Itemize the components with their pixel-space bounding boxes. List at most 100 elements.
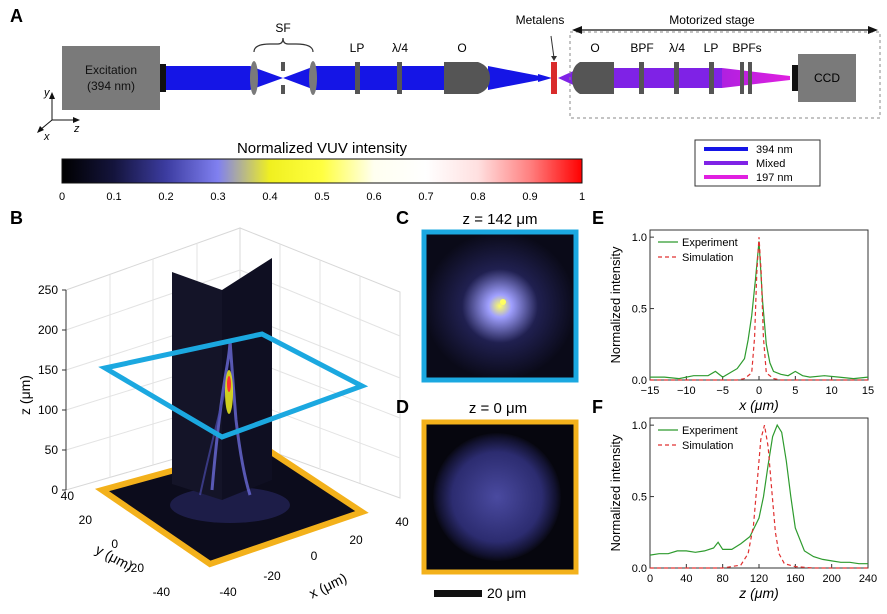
metalens-pointer [550,35,555,59]
z-tick-label: 200 [38,323,58,337]
y-tick-label: -20 [127,561,145,575]
series-line-experiment [650,241,869,380]
metalens-label: Metalens [516,13,565,27]
y-tick-label: 0.0 [632,375,647,387]
beam-394-converge [488,66,550,90]
sf-pinhole-top [281,62,285,71]
sf-lens-1 [250,61,258,95]
z-tick-label: 100 [38,403,58,417]
excitation-wavelength: (394 nm) [87,79,135,93]
colorbar-tick-label: 0.1 [106,191,121,203]
beam-197 [722,68,790,88]
z-axis-ticks: 0 50 100 150 200 250 [38,283,66,497]
panel-c-focal-spot [500,299,506,305]
z-tick-label: 150 [38,363,58,377]
lp-plate [355,62,360,94]
colorbar-tick-label: 0.3 [210,191,225,203]
x-tick-label: 0 [647,573,653,585]
colorbar-tick-label: 0.8 [470,191,485,203]
x-tick-label: 80 [717,573,729,585]
sf-lens-2 [309,61,317,95]
panel-letter-c: C [396,208,409,228]
axis-x-label: x [43,131,50,143]
x-tick-label: 15 [862,385,874,397]
objective-2 [572,62,614,94]
colorbar-ticks: 0 0.1 0.2 0.3 0.4 0.5 0.6 0.7 0.8 0.9 1 [59,191,585,203]
x-tick-label: 10 [826,385,838,397]
qwp-label: λ/4 [392,41,408,55]
y-tick-label: 1.0 [632,420,647,432]
x-axis-ticks: -40 -20 0 20 40 [219,515,409,599]
y-tick-label: 20 [79,513,93,527]
series-line-experiment [649,423,868,565]
lp-label: LP [350,41,365,55]
x-tick-label: 40 [680,573,692,585]
lp2-label: LP [704,41,719,55]
legend-label-394: 394 nm [756,144,793,156]
y-tick-label: -40 [153,585,171,599]
colorbar-tick-label: 0.9 [522,191,537,203]
legend-label-197: 197 nm [756,172,793,184]
colorbar-tick-label: 0.6 [366,191,381,203]
x-tick-label: 240 [859,573,877,585]
y-tick-label: 40 [61,489,75,503]
colorbar-tick-label: 0.7 [418,191,433,203]
scalebar-label: 20 μm [487,585,526,601]
chart-e: −15 −10 −5 0 5 10 15 0.0 0.5 1.0 x (μm) Normalized … [608,229,874,413]
x-tick-label: 0 [756,385,762,397]
colorbar-tick-label: 0.5 [314,191,329,203]
panel-c-image [421,229,579,383]
z-tick-label: 0 [51,483,58,497]
metalens [551,62,557,94]
colorbar-tick-label: 1 [579,191,585,203]
z-tick-label: 50 [45,443,59,457]
legend-label-mixed: Mixed [756,158,785,170]
axis-y-label: y [43,87,51,99]
bpfs-label: BPFs [732,41,761,55]
beam-394-1 [166,66,250,90]
colorbar-title: Normalized VUV intensity [237,140,408,157]
qwp-plate [397,62,402,94]
slice-xz [172,272,222,500]
colorbar [61,158,583,184]
objective-1 [444,62,490,94]
panel-letter-e: E [592,208,604,228]
colorbar-tick-label: 0.4 [262,191,277,203]
y-axis-label: Normalized intensity [608,246,623,364]
excitation-label: Excitation [85,63,137,77]
x-axis-label: x (μm) [738,397,779,413]
y-tick-label: 0.5 [632,304,647,316]
x-tick-label: 160 [786,573,804,585]
motorized-stage-label: Motorized stage [669,13,755,27]
x-axis-label: x (μm) [306,570,349,602]
legend-label-simulation: Simulation [682,440,733,452]
x-tick-label: 200 [822,573,840,585]
panel-letter-f: F [592,397,603,417]
x-tick-label: −5 [716,385,729,397]
objective-2-label: O [590,41,599,55]
panel-letter-b: B [10,208,23,228]
panel-d-spot [433,433,561,561]
beam-mixed [612,68,722,88]
ccd [798,54,856,102]
x-tick-label: 120 [750,573,768,585]
axis-x-arrow [37,126,44,133]
x-tick-label: 20 [349,533,363,547]
panel-letter-d: D [396,397,409,417]
floor-intensity [170,487,290,523]
excitation-aperture [160,64,166,92]
x-tick-label: −15 [641,385,660,397]
x-tick-label: -20 [263,569,281,583]
y-tick-label: 0 [111,537,118,551]
beam-394-focus-out [283,66,315,90]
lp2-plate [709,62,714,94]
focus-red [227,376,231,392]
axis-z-arrow [73,117,80,123]
z-axis-label: z (μm) [17,375,33,415]
scalebar [434,590,482,597]
colorbar-tick-label: 0.2 [158,191,173,203]
legend-label-experiment: Experiment [682,425,738,437]
qwp2-label: λ/4 [669,41,685,55]
sf-pinhole-bottom [281,85,285,94]
